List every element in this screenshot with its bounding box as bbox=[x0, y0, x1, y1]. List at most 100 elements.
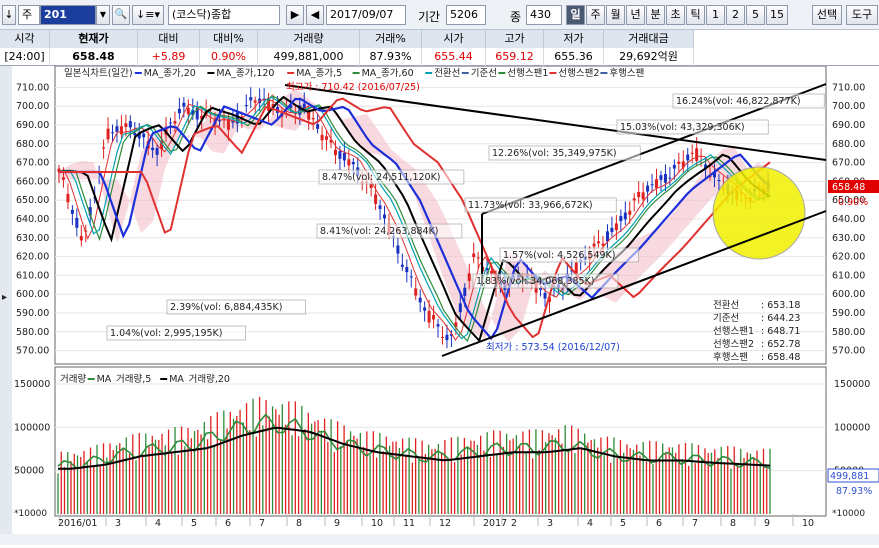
price-tick-left-5: 660.00 bbox=[16, 176, 49, 187]
candle-body-123 bbox=[605, 231, 609, 242]
vol-label-box-7 bbox=[472, 273, 619, 289]
period-button-3[interactable]: 년 bbox=[626, 5, 645, 25]
candle-body-4 bbox=[75, 217, 79, 228]
vol-label-box-3 bbox=[464, 197, 617, 213]
candle-body-60 bbox=[325, 136, 329, 140]
price-tick-right-6: 650.00 bbox=[832, 195, 865, 206]
price-tick-left-1: 700.00 bbox=[16, 101, 49, 112]
candle-body-47 bbox=[267, 97, 271, 111]
period-button-0[interactable]: 일 bbox=[566, 5, 585, 25]
back-icon[interactable]: ◀ bbox=[306, 5, 324, 25]
ichimoku-value-4: : 658.48 bbox=[761, 352, 800, 363]
month-label-12: 2 bbox=[511, 518, 517, 529]
candle-body-126 bbox=[619, 215, 623, 222]
arrow-down-icon[interactable]: ↓ bbox=[2, 5, 16, 25]
candle-body-121 bbox=[597, 241, 601, 244]
change-percent-value: 0.90% bbox=[838, 197, 868, 208]
candle-body-1 bbox=[61, 177, 65, 180]
market-select[interactable]: 주 bbox=[18, 5, 40, 25]
price-tick-right-10: 610.00 bbox=[832, 270, 865, 281]
ichimoku-label-4: 후행스팬 bbox=[713, 351, 748, 363]
legend-item-1: MA_종가,20 bbox=[144, 68, 196, 79]
volume-unit-left: *10000 bbox=[14, 509, 47, 519]
volume-legend-item-0: 거래량 bbox=[60, 373, 86, 385]
candle-body-29 bbox=[186, 108, 190, 115]
chart-area[interactable]: ▸ 일본식차트(일간) MA_종가,20 MA_종가,120 MA_종가,5 MA_종가,… bbox=[0, 65, 879, 545]
candle-body-94 bbox=[476, 257, 480, 259]
candle-body-7 bbox=[88, 207, 92, 216]
candle-body-28 bbox=[182, 102, 186, 107]
candle-body-10 bbox=[102, 147, 106, 149]
stock-code-input[interactable]: 201 bbox=[40, 5, 96, 25]
vol-label-5: 8.41%(vol: 24,263,884K) bbox=[320, 226, 439, 237]
panel-expand-icon: ▸ bbox=[2, 292, 7, 303]
quote-header-9: 거래대금 bbox=[604, 30, 694, 48]
candle-body-17 bbox=[133, 132, 137, 136]
tools-button[interactable]: 도구 bbox=[846, 5, 878, 25]
candle-body-122 bbox=[601, 243, 605, 246]
vol-label-box-6 bbox=[499, 247, 639, 263]
price-tick-left-4: 670.00 bbox=[16, 158, 49, 169]
price-tick-left-14: 570.00 bbox=[16, 346, 49, 357]
period-button-6[interactable]: 틱 bbox=[686, 5, 705, 25]
candle-body-48 bbox=[271, 103, 275, 107]
period-button-4[interactable]: 분 bbox=[646, 5, 665, 25]
period-button-2[interactable]: 월 bbox=[606, 5, 625, 25]
candle-body-136 bbox=[663, 174, 667, 183]
month-label-19: 9 bbox=[764, 518, 770, 529]
count-input[interactable]: 430 bbox=[526, 5, 562, 25]
ma20-line bbox=[58, 97, 771, 341]
candle-body-71 bbox=[374, 194, 378, 204]
bottom-strip bbox=[0, 534, 879, 545]
ichimoku-value-3: : 652.78 bbox=[761, 339, 800, 350]
period-button-5[interactable]: 초 bbox=[666, 5, 685, 25]
current-price-tag bbox=[828, 180, 879, 193]
price-tick-left-13: 580.00 bbox=[16, 327, 49, 338]
candle-body-12 bbox=[111, 132, 115, 134]
candle-body-15 bbox=[124, 123, 128, 128]
month-label-10: 12 bbox=[439, 518, 451, 529]
ma120-line bbox=[57, 95, 771, 343]
candle-body-90 bbox=[458, 303, 462, 313]
vol-label-box-4 bbox=[318, 169, 465, 185]
candle-body-111 bbox=[552, 288, 556, 290]
price-tick-right-11: 600.00 bbox=[832, 289, 865, 300]
vol-label-3: 11.73%(vol: 33,966,672K) bbox=[468, 200, 593, 211]
toolbar: ↓ 주 201 ▼ 🔍 ↓≡▾ (코스닥)종합 ▶ ◀ 2017/09/07 기… bbox=[0, 0, 879, 30]
period-button-10[interactable]: 15 bbox=[766, 5, 788, 25]
play-icon[interactable]: ▶ bbox=[286, 5, 304, 25]
candle-body-63 bbox=[338, 151, 342, 159]
period-button-8[interactable]: 2 bbox=[726, 5, 745, 25]
candle-body-58 bbox=[316, 124, 320, 129]
draw-button[interactable]: 선택 bbox=[812, 5, 842, 25]
period-input[interactable]: 5206 bbox=[446, 5, 486, 25]
quote-header-2: 대비 bbox=[138, 30, 200, 48]
month-label-1: 3 bbox=[115, 518, 121, 529]
quote-header-1: 현재가 bbox=[50, 30, 138, 48]
legend-item-9: 후행스팬 bbox=[609, 67, 644, 79]
date-input[interactable]: 2017/09/07 bbox=[326, 5, 406, 25]
candle-body-61 bbox=[329, 139, 333, 143]
candlestick-chart[interactable]: ▸ 일본식차트(일간) MA_종가,20 MA_종가,120 MA_종가,5 MA_종가,… bbox=[0, 65, 879, 545]
sort-button[interactable]: ↓≡▾ bbox=[132, 5, 164, 25]
price-tick-left-10: 610.00 bbox=[16, 270, 49, 281]
price-tick-left-3: 680.00 bbox=[16, 139, 49, 150]
month-label-18: 8 bbox=[730, 518, 736, 529]
period-button-7[interactable]: 1 bbox=[706, 5, 725, 25]
period-button-9[interactable]: 5 bbox=[746, 5, 765, 25]
search-icon[interactable]: 🔍 bbox=[112, 5, 130, 25]
candle-body-32 bbox=[200, 115, 204, 120]
current-price-value: 658.48 bbox=[832, 182, 865, 193]
candle-body-143 bbox=[695, 148, 699, 161]
candle-body-31 bbox=[195, 108, 199, 120]
sort-icon: ↓ bbox=[136, 8, 146, 21]
code-dropdown-icon[interactable]: ▼ bbox=[96, 5, 110, 25]
candle-body-16 bbox=[128, 121, 132, 128]
month-label-4: 6 bbox=[225, 518, 231, 529]
candle-body-134 bbox=[655, 179, 659, 189]
candle-body-128 bbox=[628, 210, 632, 215]
period-button-1[interactable]: 주 bbox=[586, 5, 605, 25]
quote-value-2: +5.89 bbox=[138, 48, 200, 66]
volume-tick-left-0: 150000 bbox=[14, 379, 50, 390]
candle-body-62 bbox=[333, 149, 337, 156]
